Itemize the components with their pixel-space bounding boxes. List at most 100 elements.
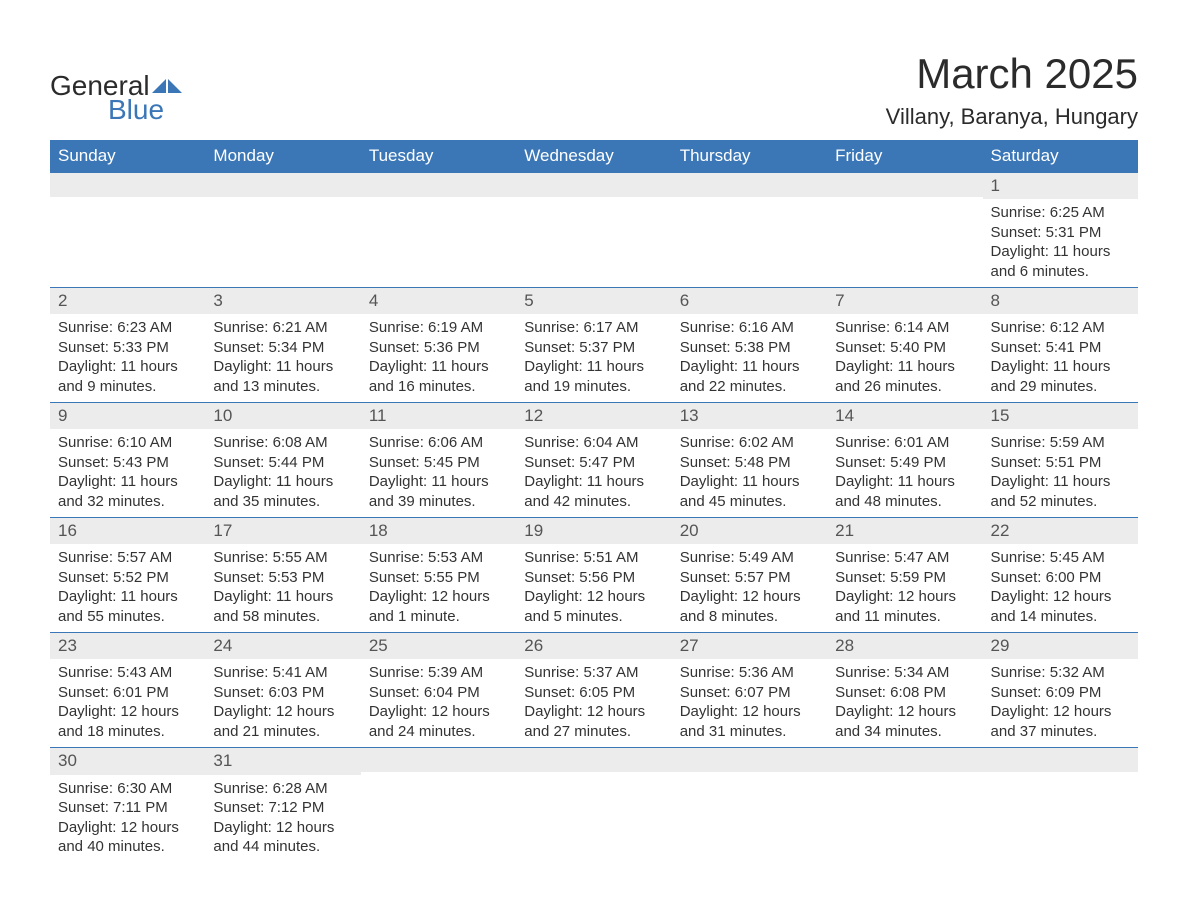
day-data: Sunrise: 5:49 AMSunset: 5:57 PMDaylight:… <box>672 544 827 632</box>
day-number <box>827 173 982 197</box>
calendar-week-row: 23Sunrise: 5:43 AMSunset: 6:01 PMDayligh… <box>50 633 1138 748</box>
sunrise-line: Sunrise: 5:37 AM <box>524 663 663 683</box>
sunset-line: Sunset: 5:37 PM <box>524 338 663 358</box>
sunrise-line: Sunrise: 5:47 AM <box>835 548 974 568</box>
sunset-line: Sunset: 5:47 PM <box>524 453 663 473</box>
day-data: Sunrise: 5:34 AMSunset: 6:08 PMDaylight:… <box>827 659 982 747</box>
day-data <box>827 197 982 207</box>
daylight-line: Daylight: 11 hours and 39 minutes. <box>369 472 508 511</box>
day-data: Sunrise: 5:37 AMSunset: 6:05 PMDaylight:… <box>516 659 671 747</box>
day-number: 16 <box>50 518 205 544</box>
daylight-line: Daylight: 11 hours and 45 minutes. <box>680 472 819 511</box>
day-number: 23 <box>50 633 205 659</box>
title-block: March 2025 Villany, Baranya, Hungary <box>886 50 1138 130</box>
day-number <box>50 173 205 197</box>
daylight-line: Daylight: 11 hours and 16 minutes. <box>369 357 508 396</box>
sunrise-line: Sunrise: 6:14 AM <box>835 318 974 338</box>
day-data <box>672 772 827 782</box>
calendar-cell: 3Sunrise: 6:21 AMSunset: 5:34 PMDaylight… <box>205 288 360 403</box>
daylight-line: Daylight: 12 hours and 21 minutes. <box>213 702 352 741</box>
sunrise-line: Sunrise: 5:39 AM <box>369 663 508 683</box>
calendar-cell: 1Sunrise: 6:25 AMSunset: 5:31 PMDaylight… <box>983 173 1138 288</box>
calendar-cell <box>50 173 205 288</box>
sunrise-line: Sunrise: 5:36 AM <box>680 663 819 683</box>
day-data: Sunrise: 5:32 AMSunset: 6:09 PMDaylight:… <box>983 659 1138 747</box>
calendar-cell: 24Sunrise: 5:41 AMSunset: 6:03 PMDayligh… <box>205 633 360 748</box>
daylight-line: Daylight: 12 hours and 44 minutes. <box>213 818 352 857</box>
sunrise-line: Sunrise: 6:10 AM <box>58 433 197 453</box>
day-number <box>672 173 827 197</box>
calendar-cell: 7Sunrise: 6:14 AMSunset: 5:40 PMDaylight… <box>827 288 982 403</box>
day-data: Sunrise: 6:16 AMSunset: 5:38 PMDaylight:… <box>672 314 827 402</box>
daylight-line: Daylight: 11 hours and 52 minutes. <box>991 472 1130 511</box>
day-data: Sunrise: 6:14 AMSunset: 5:40 PMDaylight:… <box>827 314 982 402</box>
day-number <box>205 173 360 197</box>
calendar-cell: 6Sunrise: 6:16 AMSunset: 5:38 PMDaylight… <box>672 288 827 403</box>
day-number: 30 <box>50 748 205 774</box>
calendar-cell: 14Sunrise: 6:01 AMSunset: 5:49 PMDayligh… <box>827 403 982 518</box>
sunrise-line: Sunrise: 6:08 AM <box>213 433 352 453</box>
daylight-line: Daylight: 11 hours and 42 minutes. <box>524 472 663 511</box>
weekday-header: Tuesday <box>361 140 516 173</box>
calendar-cell: 4Sunrise: 6:19 AMSunset: 5:36 PMDaylight… <box>361 288 516 403</box>
day-data: Sunrise: 5:41 AMSunset: 6:03 PMDaylight:… <box>205 659 360 747</box>
day-data: Sunrise: 5:59 AMSunset: 5:51 PMDaylight:… <box>983 429 1138 517</box>
day-number: 17 <box>205 518 360 544</box>
sunrise-line: Sunrise: 5:43 AM <box>58 663 197 683</box>
sunset-line: Sunset: 5:53 PM <box>213 568 352 588</box>
sunrise-line: Sunrise: 6:16 AM <box>680 318 819 338</box>
day-number: 18 <box>361 518 516 544</box>
daylight-line: Daylight: 12 hours and 11 minutes. <box>835 587 974 626</box>
sunset-line: Sunset: 7:11 PM <box>58 798 197 818</box>
calendar-week-row: 30Sunrise: 6:30 AMSunset: 7:11 PMDayligh… <box>50 748 1138 863</box>
day-data <box>672 197 827 207</box>
day-data: Sunrise: 6:25 AMSunset: 5:31 PMDaylight:… <box>983 199 1138 287</box>
day-number: 9 <box>50 403 205 429</box>
sunset-line: Sunset: 5:43 PM <box>58 453 197 473</box>
day-number <box>361 748 516 772</box>
sunrise-line: Sunrise: 6:28 AM <box>213 779 352 799</box>
day-data: Sunrise: 6:01 AMSunset: 5:49 PMDaylight:… <box>827 429 982 517</box>
sunset-line: Sunset: 5:41 PM <box>991 338 1130 358</box>
day-data: Sunrise: 6:19 AMSunset: 5:36 PMDaylight:… <box>361 314 516 402</box>
calendar-cell: 28Sunrise: 5:34 AMSunset: 6:08 PMDayligh… <box>827 633 982 748</box>
calendar-cell: 27Sunrise: 5:36 AMSunset: 6:07 PMDayligh… <box>672 633 827 748</box>
calendar-cell: 18Sunrise: 5:53 AMSunset: 5:55 PMDayligh… <box>361 518 516 633</box>
day-number <box>827 748 982 772</box>
day-data <box>983 772 1138 782</box>
day-number <box>672 748 827 772</box>
day-data: Sunrise: 5:36 AMSunset: 6:07 PMDaylight:… <box>672 659 827 747</box>
weekday-header: Wednesday <box>516 140 671 173</box>
calendar-cell <box>672 173 827 288</box>
sunset-line: Sunset: 6:09 PM <box>991 683 1130 703</box>
day-data: Sunrise: 6:23 AMSunset: 5:33 PMDaylight:… <box>50 314 205 402</box>
day-data: Sunrise: 6:08 AMSunset: 5:44 PMDaylight:… <box>205 429 360 517</box>
daylight-line: Daylight: 11 hours and 55 minutes. <box>58 587 197 626</box>
daylight-line: Daylight: 11 hours and 9 minutes. <box>58 357 197 396</box>
weekday-header: Sunday <box>50 140 205 173</box>
day-data: Sunrise: 6:12 AMSunset: 5:41 PMDaylight:… <box>983 314 1138 402</box>
daylight-line: Daylight: 12 hours and 34 minutes. <box>835 702 974 741</box>
calendar-cell <box>516 173 671 288</box>
calendar-week-row: 9 Sunrise: 6:10 AMSunset: 5:43 PM Daylight… <box>50 403 1138 518</box>
day-number: 28 <box>827 633 982 659</box>
sunrise-line: Sunrise: 6:12 AM <box>991 318 1130 338</box>
calendar-cell: 11Sunrise: 6:06 AMSunset: 5:45 PMDayligh… <box>361 403 516 518</box>
sunrise-line: Sunrise: 6:06 AM <box>369 433 508 453</box>
day-data: Sunrise: 6:30 AMSunset: 7:11 PMDaylight:… <box>50 775 205 863</box>
sunset-line: Sunset: 5:36 PM <box>369 338 508 358</box>
day-data: Sunrise: 5:51 AMSunset: 5:56 PMDaylight:… <box>516 544 671 632</box>
day-data: Sunrise: 6:21 AMSunset: 5:34 PMDaylight:… <box>205 314 360 402</box>
calendar-cell: 23Sunrise: 5:43 AMSunset: 6:01 PMDayligh… <box>50 633 205 748</box>
sunrise-line: Sunrise: 5:51 AM <box>524 548 663 568</box>
sunset-line: Sunset: 6:00 PM <box>991 568 1130 588</box>
day-number: 8 <box>983 288 1138 314</box>
day-number: 22 <box>983 518 1138 544</box>
calendar-cell: 19Sunrise: 5:51 AMSunset: 5:56 PMDayligh… <box>516 518 671 633</box>
calendar-cell <box>361 173 516 288</box>
daylight-line: Daylight: 12 hours and 5 minutes. <box>524 587 663 626</box>
day-number <box>516 748 671 772</box>
calendar-table: Sunday Monday Tuesday Wednesday Thursday… <box>50 140 1138 863</box>
day-data: Sunrise: 6:06 AMSunset: 5:45 PMDaylight:… <box>361 429 516 517</box>
day-number: 7 <box>827 288 982 314</box>
